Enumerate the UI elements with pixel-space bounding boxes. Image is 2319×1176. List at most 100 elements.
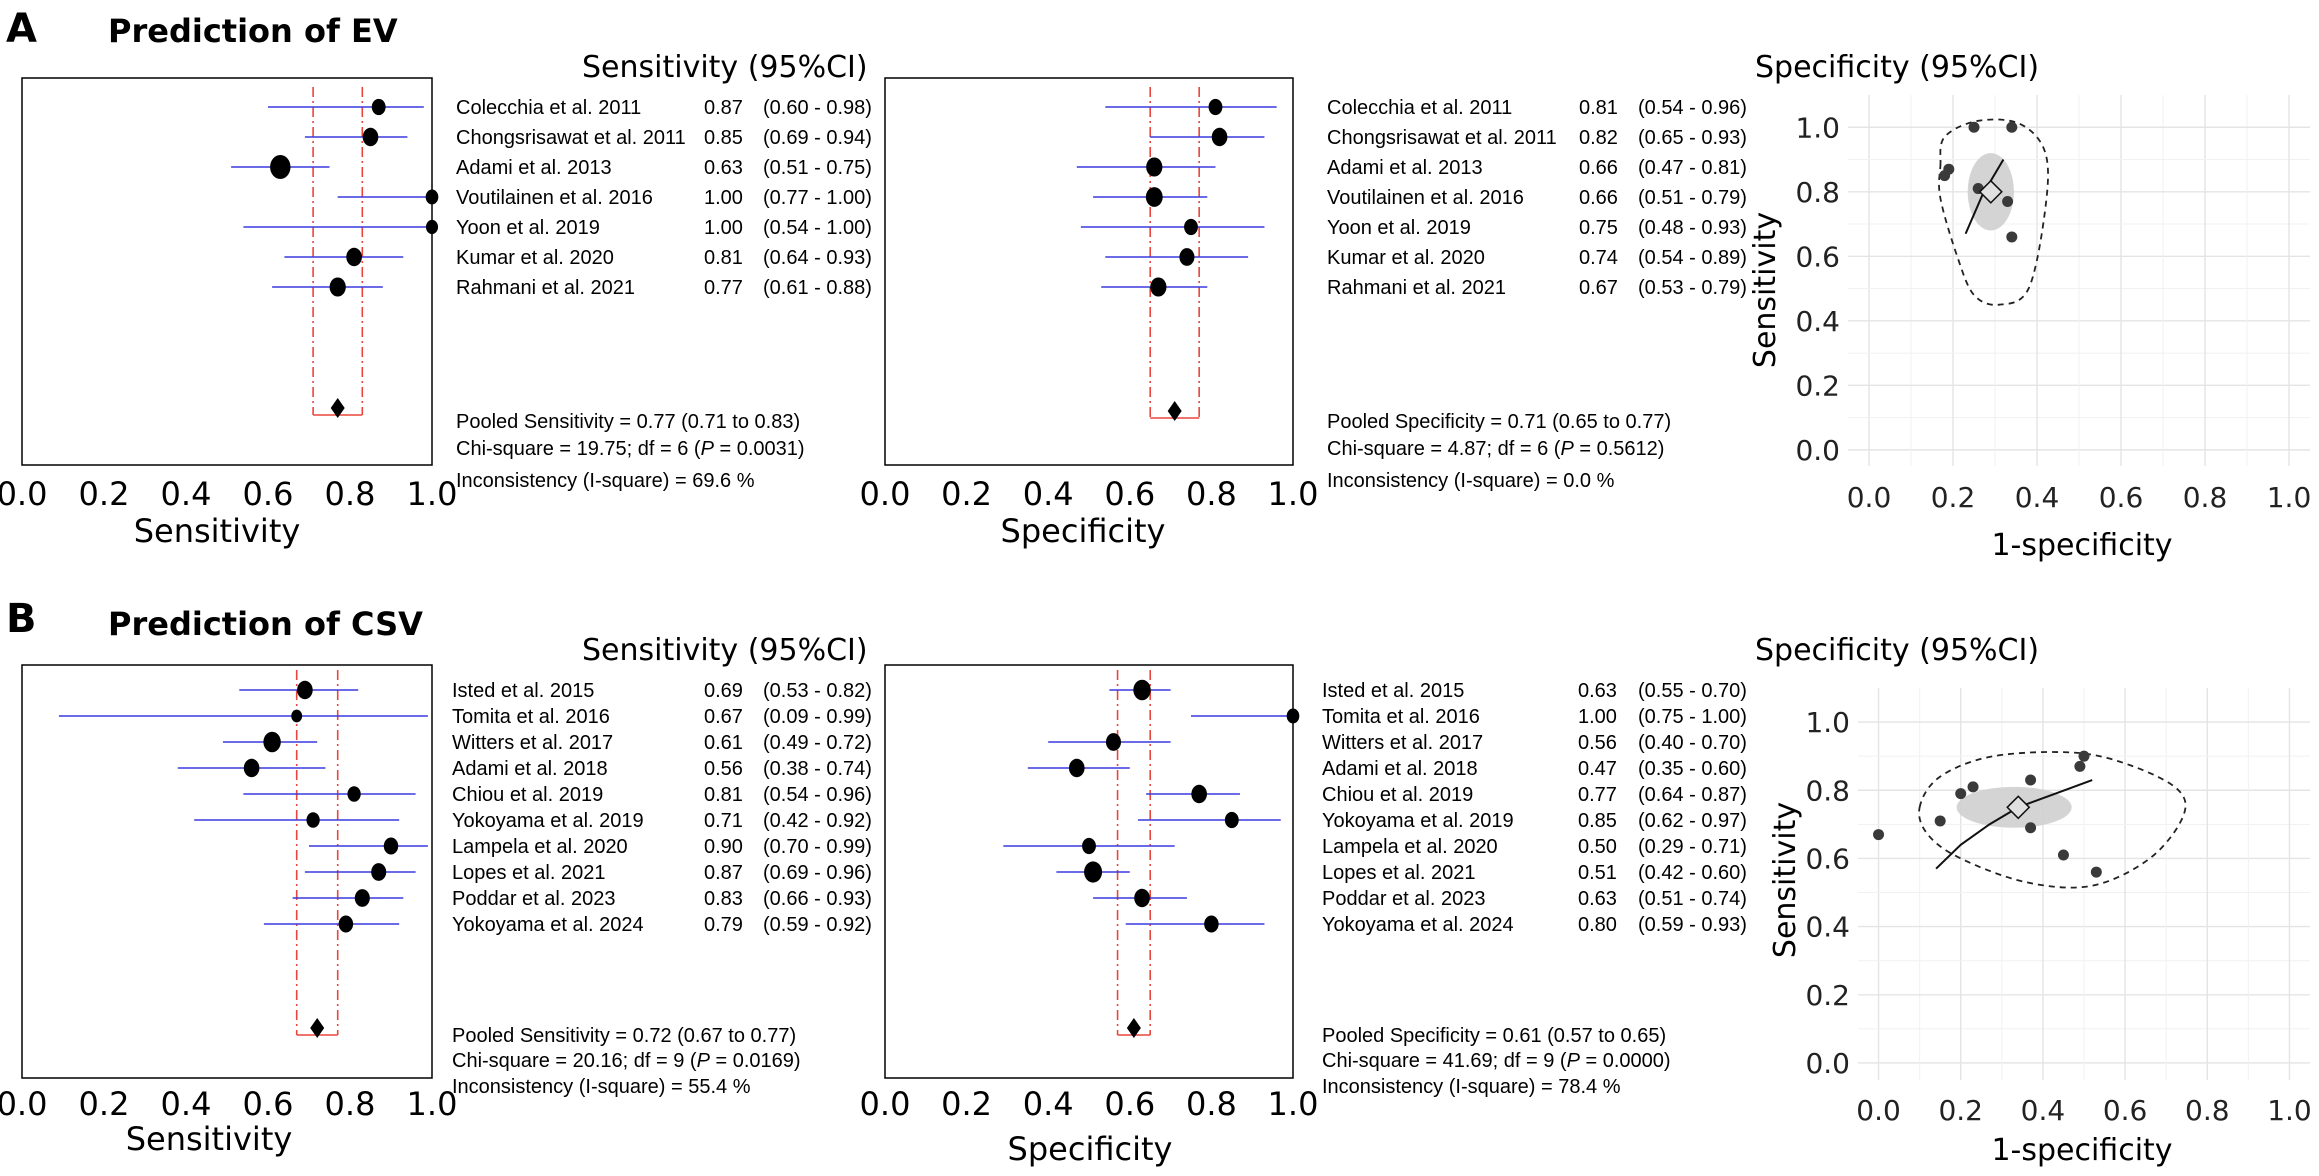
x-tick-label: 0.0 <box>0 475 47 513</box>
inconsistency-text: Inconsistency (I-square) = 0.0 % <box>1327 470 1615 492</box>
study-name: Adami et al. 2013 <box>456 157 612 179</box>
study-value: 0.74 <box>1579 247 1618 269</box>
forest-plot-A-specificity: Colecchia et al. 2011 0.81 (0.54 - 0.96) Ch… <box>860 50 2039 550</box>
study-value: 0.81 <box>704 784 743 806</box>
study-name: Poddar et al. 2023 <box>1322 888 1485 910</box>
y-tick-label: 1.0 <box>1805 706 1850 739</box>
study-name: Yoon et al. 2019 <box>1327 217 1471 239</box>
x-tick-label: 0.2 <box>79 475 130 513</box>
study-value: 0.61 <box>704 732 743 754</box>
study-value: 0.90 <box>704 836 743 858</box>
study-value: 0.66 <box>1579 187 1618 209</box>
study-value: 0.82 <box>1579 127 1618 149</box>
study-name: Isted et al. 2015 <box>1322 680 1464 702</box>
study-point <box>1084 861 1103 883</box>
study-value: 0.67 <box>704 706 743 728</box>
study-point <box>1204 915 1219 933</box>
y-tick-label: 0.2 <box>1795 369 1840 402</box>
y-tick-label: 0.4 <box>1795 305 1840 338</box>
panel-title-b: Prediction of CSV <box>108 605 423 643</box>
x-tick-label: 0.0 <box>0 1085 47 1123</box>
y-tick-label: 0.0 <box>1805 1047 1850 1080</box>
y-tick-label: 0.2 <box>1805 979 1850 1012</box>
forest-plot-frame <box>884 664 1294 1079</box>
study-point <box>1934 815 1946 827</box>
study-point <box>263 731 281 753</box>
study-value: 0.50 <box>1578 836 1617 858</box>
study-name: Colecchia et al. 2011 <box>456 97 641 119</box>
study-name: Yokoyama et al. 2024 <box>1322 914 1514 936</box>
inconsistency-text: Inconsistency (I-square) = 78.4 % <box>1322 1076 1621 1098</box>
x-tick-label: 1.0 <box>407 475 458 513</box>
study-point <box>346 247 362 267</box>
x-tick-label: 1.0 <box>1268 1085 1319 1123</box>
pooled-diamond <box>1167 401 1182 421</box>
x-tick-label: 0.8 <box>1186 475 1237 513</box>
study-ci: (0.59 - 0.92) <box>763 914 872 936</box>
inconsistency-text: Inconsistency (I-square) = 69.6 % <box>456 470 755 492</box>
study-point <box>270 155 291 179</box>
study-ci: (0.54 - 1.00) <box>763 217 872 239</box>
study-ci: (0.51 - 0.79) <box>1638 187 1747 209</box>
study-name: Voutilainen et al. 2016 <box>1327 187 1524 209</box>
study-value: 0.80 <box>1578 914 1617 936</box>
study-point <box>1133 679 1151 701</box>
study-point <box>1955 788 1967 800</box>
x-tick-label: 0.8 <box>1186 1085 1237 1123</box>
study-name: Isted et al. 2015 <box>452 680 594 702</box>
x-axis-label: 1-specificity <box>1991 528 2172 563</box>
x-tick-label: 0.2 <box>1931 481 1976 514</box>
study-point <box>1150 277 1167 297</box>
study-name: Adami et al. 2018 <box>452 758 608 780</box>
study-value: 0.56 <box>1578 732 1617 754</box>
study-name: Yokoyama et al. 2019 <box>452 810 644 832</box>
chi-square-text: Chi-square = 20.16; df = 9 (P = 0.0169) <box>452 1050 801 1072</box>
study-ci: (0.09 - 0.99) <box>763 706 872 728</box>
study-ci: (0.48 - 0.93) <box>1638 217 1747 239</box>
x-tick-label: 0.2 <box>1938 1094 1983 1127</box>
study-value: 0.77 <box>1578 784 1617 806</box>
study-name: Yoon et al. 2019 <box>456 217 600 239</box>
inconsistency-text: Inconsistency (I-square) = 55.4 % <box>452 1076 751 1098</box>
x-axis-label: Sensitivity <box>126 1120 293 1158</box>
study-name: Chongsrisawat et al. 2011 <box>456 127 686 149</box>
study-name: Witters et al. 2017 <box>452 732 613 754</box>
study-point <box>383 837 399 855</box>
prediction-region <box>1938 118 2049 306</box>
study-point <box>2090 866 2102 878</box>
study-ci: (0.77 - 1.00) <box>763 187 872 209</box>
x-tick-label: 0.8 <box>325 475 376 513</box>
study-value: 1.00 <box>1578 706 1617 728</box>
study-name: Adami et al. 2013 <box>1327 157 1483 179</box>
study-point <box>2025 774 2037 786</box>
panel-letter-b: B <box>6 596 37 642</box>
x-tick-label: 0.0 <box>1847 481 1892 514</box>
study-value: 1.00 <box>704 217 743 239</box>
study-value: 0.83 <box>704 888 743 910</box>
study-name: Voutilainen et al. 2016 <box>456 187 653 209</box>
y-axis-label: Sensitivity <box>1768 802 1803 958</box>
study-ci: (0.75 - 1.00) <box>1638 706 1747 728</box>
x-tick-label: 0.6 <box>2099 481 2144 514</box>
study-point <box>243 758 260 778</box>
study-ci: (0.53 - 0.79) <box>1638 277 1747 299</box>
study-value: 0.87 <box>704 862 743 884</box>
study-point <box>1134 888 1150 908</box>
pooled-diamond <box>330 398 345 418</box>
study-ci: (0.70 - 0.99) <box>763 836 872 858</box>
chi-square-text: Chi-square = 19.75; df = 6 (P = 0.0031) <box>456 438 805 460</box>
study-point <box>425 189 439 205</box>
x-tick-label: 0.2 <box>79 1085 130 1123</box>
study-point <box>2006 121 2018 133</box>
study-point <box>2074 760 2086 772</box>
study-name: Lampela et al. 2020 <box>452 836 628 858</box>
study-point <box>1068 758 1085 778</box>
study-ci: (0.51 - 0.74) <box>1638 888 1747 910</box>
study-value: 0.85 <box>704 127 743 149</box>
study-point <box>371 98 386 116</box>
study-value: 0.77 <box>704 277 743 299</box>
x-tick-label: 1.0 <box>1268 475 1319 513</box>
study-point <box>1211 127 1228 147</box>
forest-plot-B-specificity: Isted et al. 2015 0.63 (0.55 - 0.70) Tomita… <box>860 633 2039 1168</box>
study-name: Tomita et al. 2016 <box>452 706 610 728</box>
